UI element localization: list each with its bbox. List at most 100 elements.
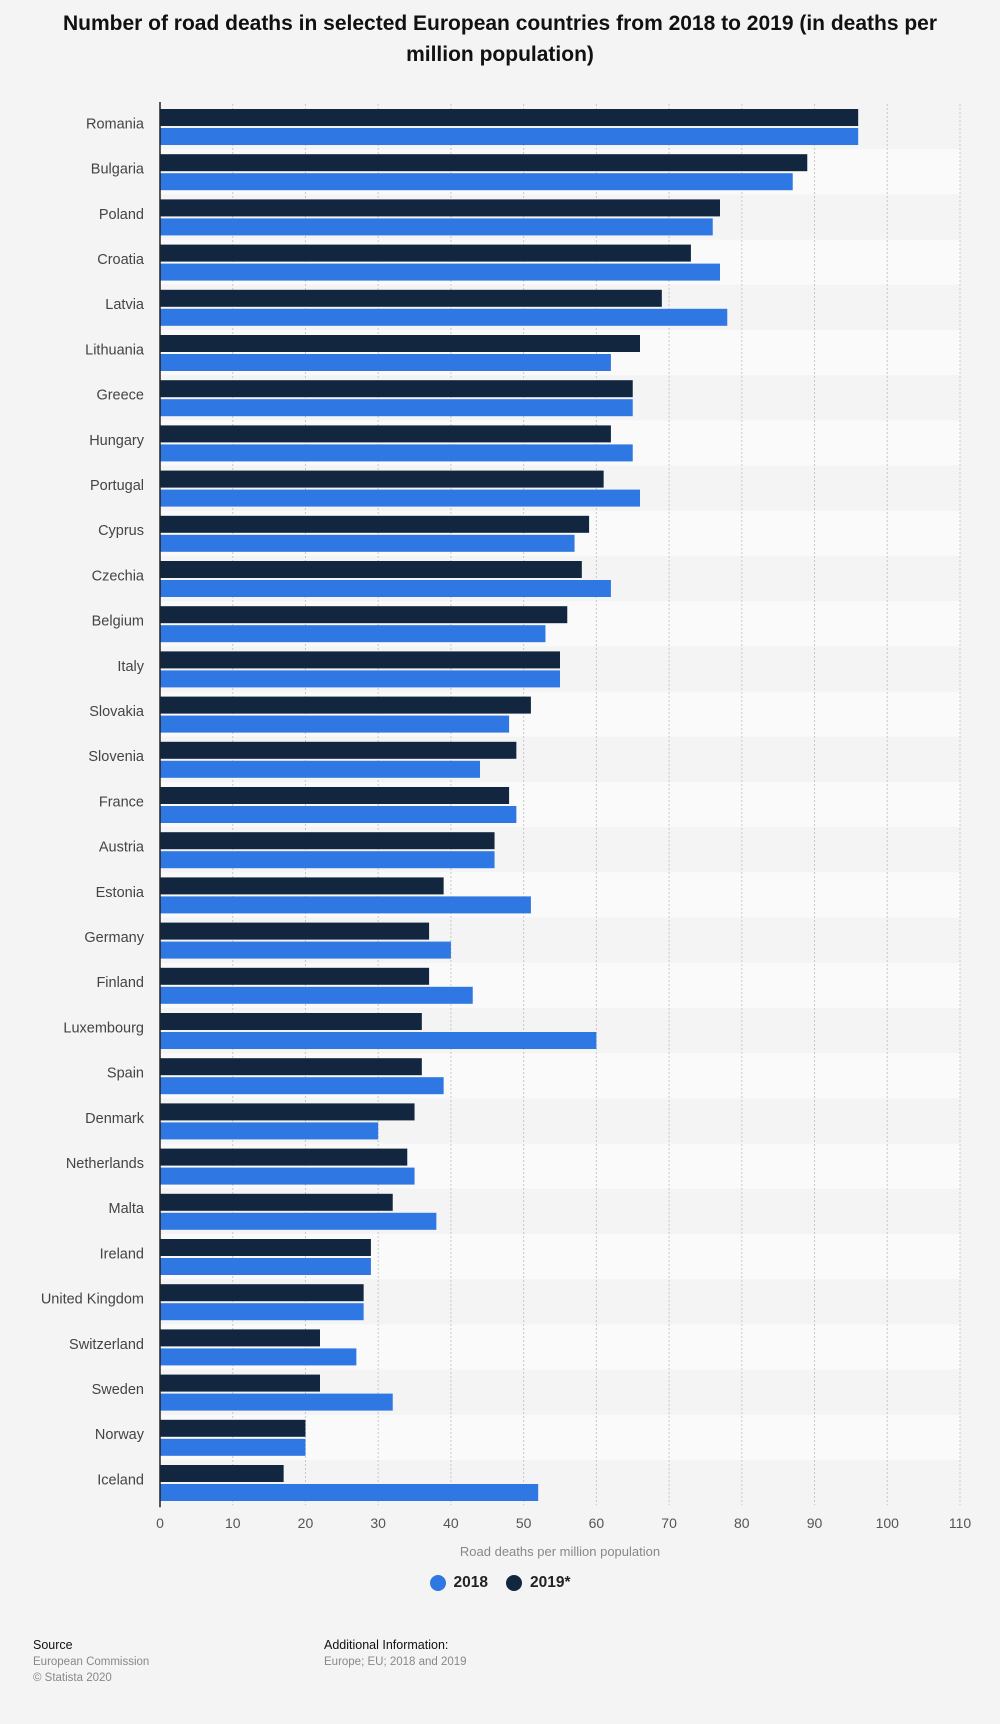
y-tick-label: Hungary	[89, 433, 145, 449]
bar-2019-finland[interactable]	[160, 967, 430, 985]
x-tick-label: 70	[661, 1515, 677, 1531]
bar-2018-hungary[interactable]	[160, 444, 633, 462]
bar-2018-iceland[interactable]	[160, 1484, 539, 1501]
bar-2018-greece[interactable]	[160, 399, 633, 417]
bar-2018-estonia[interactable]	[160, 896, 531, 914]
bar-2018-luxembourg[interactable]	[160, 1032, 597, 1049]
bar-2019-latvia[interactable]	[160, 289, 662, 307]
bar-2019-estonia[interactable]	[160, 877, 444, 895]
bar-2019-austria[interactable]	[160, 832, 495, 850]
bar-2018-netherlands[interactable]	[160, 1167, 415, 1185]
bar-2018-germany[interactable]	[160, 941, 451, 959]
bar-2018-ireland[interactable]	[160, 1258, 371, 1275]
bar-2018-norway[interactable]	[160, 1438, 306, 1456]
additional-info-block: Additional Information: Europe; EU; 2018…	[324, 1638, 467, 1670]
bar-2018-portugal[interactable]	[160, 489, 640, 507]
bar-2019-bulgaria[interactable]	[160, 154, 808, 172]
bar-2019-sweden[interactable]	[160, 1374, 320, 1392]
y-tick-label: Iceland	[97, 1472, 144, 1488]
x-tick-label: 30	[370, 1515, 386, 1531]
x-axis-title: Road deaths per million population	[460, 1544, 660, 1559]
bar-2019-iceland[interactable]	[160, 1465, 284, 1482]
y-tick-label: Cyprus	[98, 523, 144, 539]
y-tick-label: Spain	[107, 1066, 144, 1082]
bar-2019-lithuania[interactable]	[160, 335, 640, 352]
additional-info-text: Europe; EU; 2018 and 2019	[324, 1656, 467, 1668]
y-tick-label: Greece	[96, 388, 144, 404]
y-tick-label: Malta	[109, 1201, 145, 1217]
y-tick-label: Belgium	[92, 614, 144, 630]
legend: 2018 2019*	[0, 1574, 1000, 1592]
bar-2018-switzerland[interactable]	[160, 1348, 357, 1366]
additional-info-heading: Additional Information:	[324, 1638, 449, 1652]
x-tick-label: 50	[516, 1515, 532, 1531]
y-tick-label: Switzerland	[69, 1337, 144, 1353]
bar-2018-austria[interactable]	[160, 851, 495, 869]
bar-2018-poland[interactable]	[160, 218, 713, 236]
y-tick-label: Portugal	[90, 478, 144, 494]
bar-2018-czechia[interactable]	[160, 580, 611, 597]
bar-2019-romania[interactable]	[160, 109, 859, 126]
bar-2019-hungary[interactable]	[160, 425, 611, 443]
bar-2018-sweden[interactable]	[160, 1393, 393, 1411]
bar-2018-spain[interactable]	[160, 1077, 444, 1095]
bar-2018-cyprus[interactable]	[160, 534, 575, 552]
bar-2018-slovenia[interactable]	[160, 760, 480, 778]
y-tick-label: Luxembourg	[63, 1020, 144, 1036]
bar-2019-belgium[interactable]	[160, 606, 568, 624]
bar-2019-malta[interactable]	[160, 1193, 393, 1211]
bar-2018-belgium[interactable]	[160, 625, 546, 643]
x-tick-label: 40	[443, 1515, 459, 1531]
bar-2018-denmark[interactable]	[160, 1122, 379, 1140]
copyright: © Statista 2020	[33, 1672, 112, 1684]
bar-2018-italy[interactable]	[160, 670, 560, 688]
bar-2019-luxembourg[interactable]	[160, 1013, 422, 1030]
y-tick-label: Slovenia	[88, 749, 145, 765]
bar-2019-slovakia[interactable]	[160, 696, 531, 714]
y-tick-label: Estonia	[96, 885, 145, 901]
y-tick-label: Austria	[99, 840, 145, 856]
y-tick-label: Germany	[84, 930, 144, 946]
bar-2019-slovenia[interactable]	[160, 741, 517, 759]
bar-2019-ireland[interactable]	[160, 1239, 371, 1256]
bar-2019-czechia[interactable]	[160, 561, 582, 578]
y-tick-label: United Kingdom	[41, 1292, 144, 1308]
bar-2019-spain[interactable]	[160, 1058, 422, 1076]
bar-2018-romania[interactable]	[160, 128, 859, 145]
bar-2019-norway[interactable]	[160, 1419, 306, 1437]
y-tick-label: Croatia	[97, 252, 145, 268]
bar-2018-france[interactable]	[160, 806, 517, 823]
legend-item-2019[interactable]: 2019*	[505, 1574, 571, 1592]
legend-label-2018: 2018	[453, 1574, 488, 1591]
bar-2018-slovakia[interactable]	[160, 715, 510, 733]
y-tick-label: Romania	[86, 116, 145, 132]
y-tick-label: France	[99, 794, 144, 810]
bar-2019-portugal[interactable]	[160, 470, 604, 488]
bar-2019-poland[interactable]	[160, 199, 720, 217]
legend-item-2018[interactable]: 2018	[429, 1574, 488, 1592]
source-link[interactable]: European Commission	[33, 1656, 150, 1668]
bar-2018-finland[interactable]	[160, 986, 473, 1004]
bar-2018-croatia[interactable]	[160, 263, 720, 281]
bar-2019-greece[interactable]	[160, 380, 633, 398]
bar-2019-italy[interactable]	[160, 651, 560, 669]
bar-2019-france[interactable]	[160, 787, 510, 804]
bar-2018-malta[interactable]	[160, 1212, 437, 1230]
x-tick-label: 110	[949, 1515, 972, 1531]
bar-2019-cyprus[interactable]	[160, 515, 590, 533]
bar-2019-croatia[interactable]	[160, 244, 691, 262]
y-tick-label: Ireland	[100, 1246, 144, 1262]
y-tick-label: Denmark	[85, 1111, 145, 1127]
bar-2019-switzerland[interactable]	[160, 1329, 320, 1347]
bar-2018-bulgaria[interactable]	[160, 173, 793, 191]
bar-2019-germany[interactable]	[160, 922, 430, 940]
y-tick-label: Bulgaria	[91, 162, 145, 178]
bar-2018-united-kingdom[interactable]	[160, 1303, 364, 1321]
bar-2018-lithuania[interactable]	[160, 354, 611, 371]
x-tick-label: 100	[876, 1515, 900, 1531]
y-tick-label: Poland	[99, 207, 144, 223]
bar-2018-latvia[interactable]	[160, 308, 728, 326]
bar-2019-netherlands[interactable]	[160, 1148, 408, 1166]
bar-2019-denmark[interactable]	[160, 1103, 415, 1121]
bar-2019-united-kingdom[interactable]	[160, 1284, 364, 1302]
